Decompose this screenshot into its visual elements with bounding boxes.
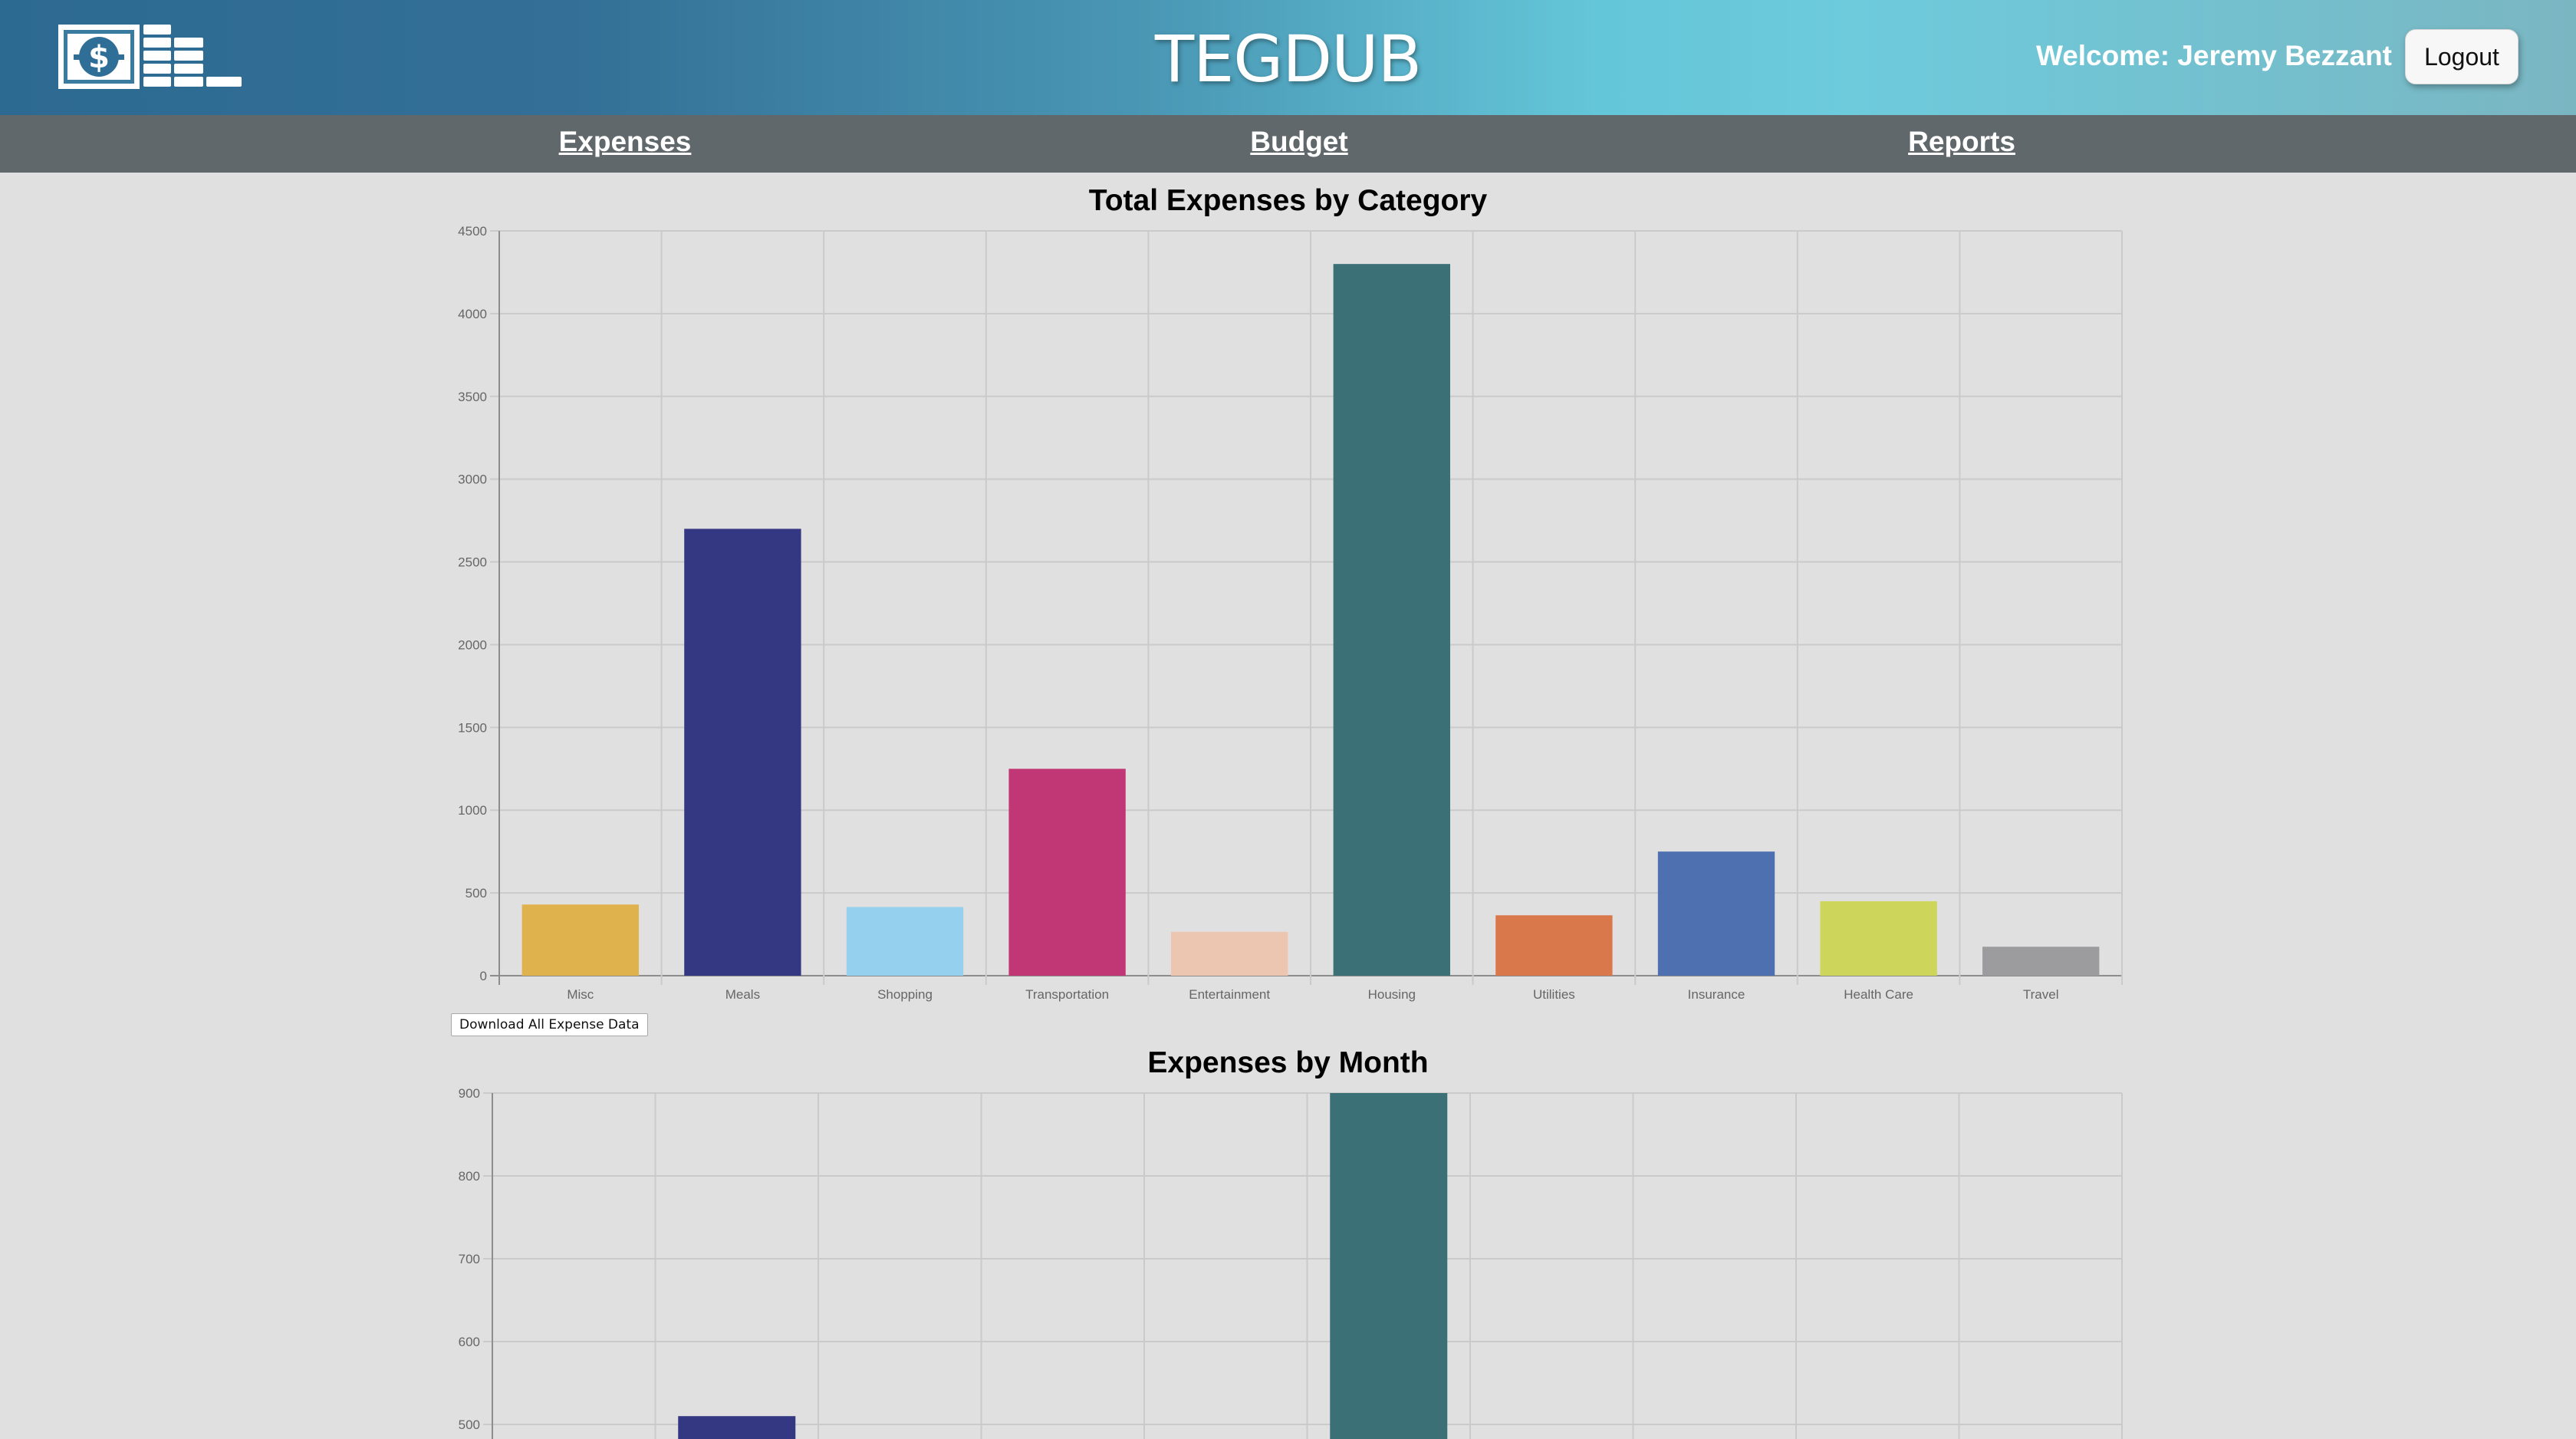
y-tick-label: 2500 bbox=[458, 555, 487, 570]
bar-health-care bbox=[1820, 901, 1937, 976]
y-tick-label: 0 bbox=[480, 969, 487, 983]
bar-entertainment bbox=[1171, 931, 1288, 976]
app-header: $ TEGDUB Welcome: Jeremy Bezzant Logout bbox=[0, 0, 2576, 115]
y-tick-label: 1500 bbox=[458, 720, 487, 735]
month-bar bbox=[678, 1416, 796, 1439]
nav-link-budget[interactable]: Budget bbox=[1250, 126, 1348, 157]
y-tick-label: 2000 bbox=[458, 637, 487, 652]
x-tick-label: Utilities bbox=[1533, 987, 1575, 1002]
bar-shopping bbox=[846, 907, 964, 976]
y-tick-label: 500 bbox=[466, 886, 487, 901]
nav-link-expenses[interactable]: Expenses bbox=[558, 126, 692, 157]
chart-title-month: Expenses by Month bbox=[1147, 1046, 1429, 1079]
bar-travel bbox=[1982, 947, 2100, 976]
bar-utilities bbox=[1495, 915, 1613, 976]
x-tick-label: Travel bbox=[2023, 987, 2059, 1002]
bar-insurance bbox=[1657, 851, 1775, 976]
y-tick-label: 1000 bbox=[458, 803, 487, 818]
x-tick-label: Health Care bbox=[1844, 987, 1913, 1002]
chart-title-category: Total Expenses by Category bbox=[1088, 184, 1488, 217]
svg-text:$: $ bbox=[88, 40, 110, 75]
x-tick-label: Shopping bbox=[877, 987, 933, 1002]
x-tick-label: Entertainment bbox=[1189, 987, 1270, 1002]
x-tick-label: Meals bbox=[725, 987, 760, 1002]
y-tick-label: 600 bbox=[459, 1335, 480, 1349]
y-tick-label: 3000 bbox=[458, 473, 487, 487]
x-tick-label: Transportation bbox=[1025, 987, 1109, 1002]
month-bar bbox=[1330, 1093, 1448, 1439]
bar-misc bbox=[521, 904, 639, 976]
y-tick-label: 900 bbox=[459, 1086, 480, 1101]
y-tick-label: 4500 bbox=[458, 224, 487, 239]
money-dollar-bill-stack-icon[interactable]: $ bbox=[57, 21, 245, 95]
y-tick-label: 700 bbox=[459, 1252, 480, 1266]
y-tick-label: 3500 bbox=[458, 390, 487, 404]
logout-button[interactable]: Logout bbox=[2405, 29, 2518, 84]
x-tick-label: Insurance bbox=[1688, 987, 1745, 1002]
bar-housing bbox=[1333, 264, 1450, 976]
bar-meals bbox=[684, 529, 801, 976]
x-tick-label: Housing bbox=[1368, 987, 1416, 1002]
nav-link-reports[interactable]: Reports bbox=[1908, 126, 2015, 157]
y-tick-label: 800 bbox=[459, 1169, 480, 1184]
y-tick-label: 500 bbox=[459, 1418, 480, 1432]
download-expense-data-button[interactable]: Download All Expense Data bbox=[451, 1013, 648, 1036]
y-tick-label: 4000 bbox=[458, 307, 487, 321]
bar-transportation bbox=[1008, 769, 1126, 976]
x-tick-label: Misc bbox=[567, 987, 594, 1002]
welcome-text: Welcome: Jeremy Bezzant bbox=[2035, 40, 2392, 71]
main-nav: Expenses Budget Reports bbox=[0, 115, 2576, 173]
